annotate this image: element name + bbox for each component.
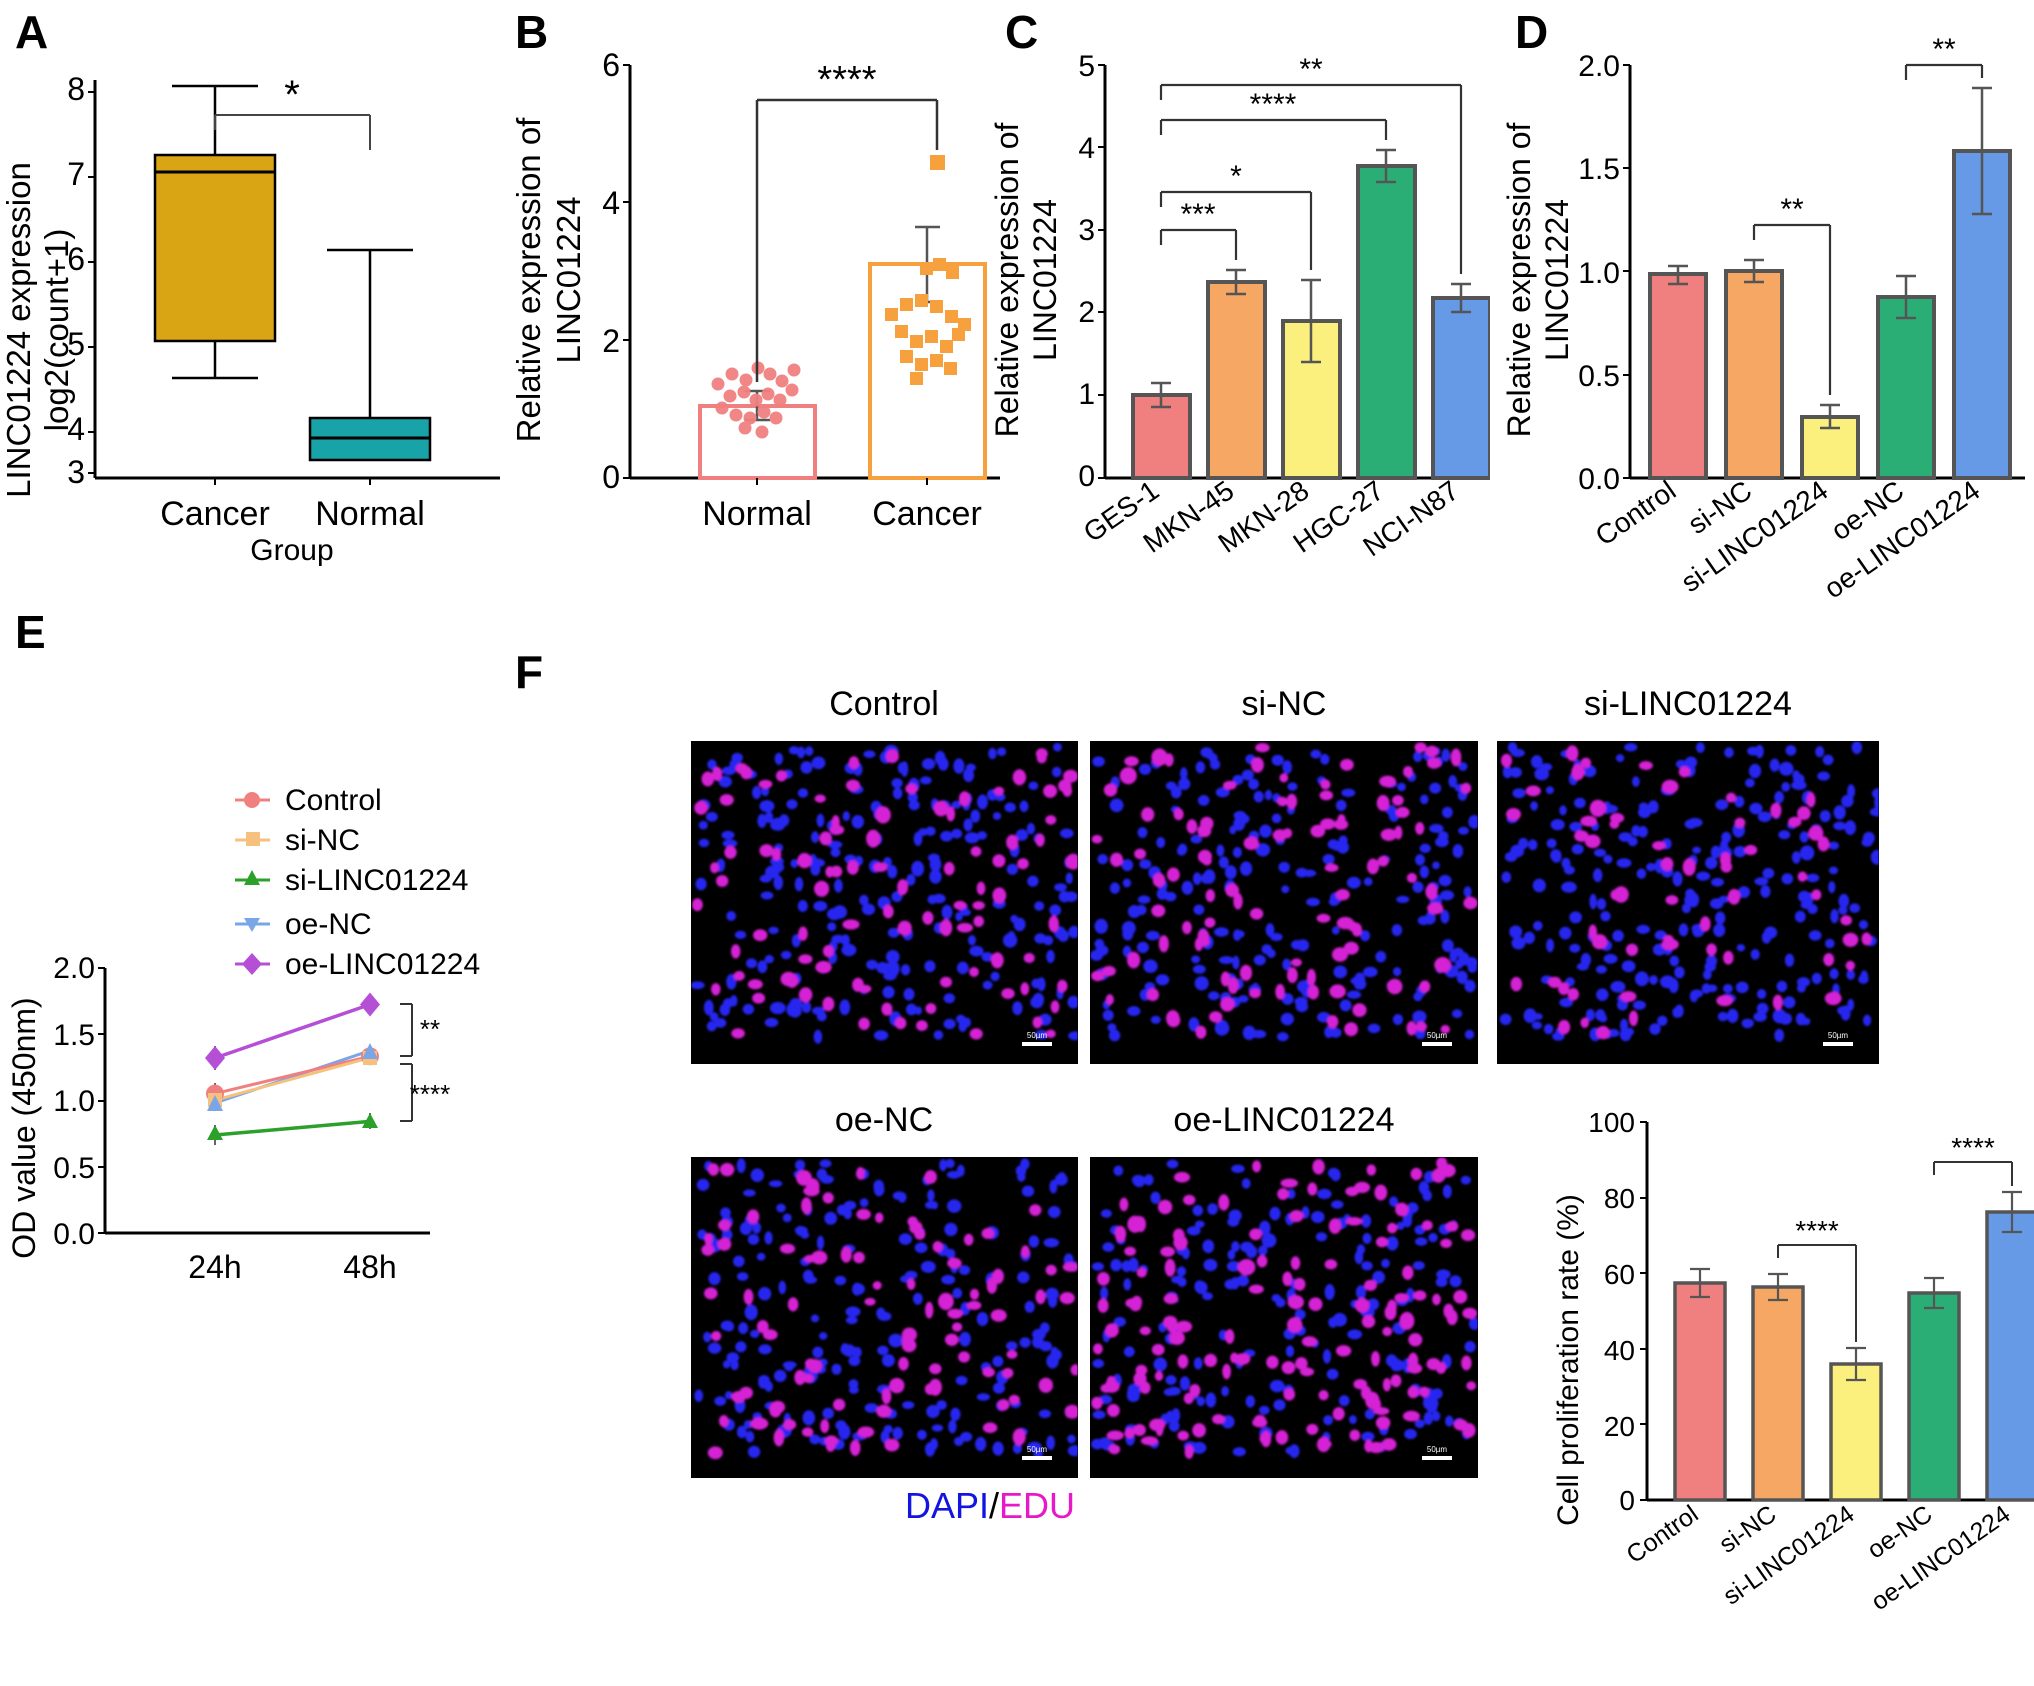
svg-text:1: 1 (1078, 378, 1095, 411)
svg-text:24h: 24h (188, 1249, 241, 1285)
svg-text:40: 40 (1604, 1335, 1635, 1366)
svg-text:*: * (284, 73, 300, 117)
svg-text:60: 60 (1604, 1259, 1635, 1290)
svg-text:Relative expression of: Relative expression of (1501, 122, 1537, 437)
svg-text:0.0: 0.0 (1578, 463, 1620, 496)
svg-text:Control: Control (285, 784, 382, 817)
svg-text:B: B (515, 6, 548, 58)
svg-text:0: 0 (602, 459, 620, 495)
svg-text:20: 20 (1604, 1411, 1635, 1442)
svg-text:Relative expression of: Relative expression of (510, 117, 547, 442)
svg-text:A: A (15, 6, 48, 58)
svg-text:****: **** (817, 59, 876, 101)
svg-text:50µm: 50µm (1427, 1031, 1448, 1040)
svg-text:si-LINC01224: si-LINC01224 (1718, 1500, 1859, 1611)
svg-text:oe-LINC01224: oe-LINC01224 (285, 948, 480, 981)
svg-text:****: **** (1951, 1132, 1995, 1163)
svg-text:2: 2 (602, 323, 620, 359)
svg-text:si-NC: si-NC (1242, 685, 1327, 723)
svg-text:4: 4 (1078, 132, 1095, 165)
svg-text:2: 2 (1078, 296, 1095, 329)
svg-text:Group: Group (250, 534, 333, 567)
svg-text:100: 100 (1588, 1107, 1635, 1138)
svg-text:Normal: Normal (702, 495, 812, 533)
svg-text:0: 0 (1619, 1485, 1635, 1516)
svg-text:50µm: 50µm (1427, 1445, 1448, 1454)
svg-text:Relative expression of: Relative expression of (990, 122, 1025, 437)
svg-text:50µm: 50µm (1027, 1031, 1048, 1040)
svg-text:0.0: 0.0 (53, 1218, 95, 1251)
svg-text:50µm: 50µm (1027, 1445, 1048, 1454)
svg-text:DAPI/EDU: DAPI/EDU (905, 1485, 1075, 1526)
svg-text:si-NC: si-NC (285, 824, 360, 857)
svg-text:80: 80 (1604, 1183, 1635, 1214)
svg-text:3: 3 (1078, 214, 1095, 247)
svg-text:***: *** (1180, 198, 1215, 231)
svg-text:1.5: 1.5 (1578, 153, 1620, 186)
svg-text:2.0: 2.0 (1578, 50, 1620, 83)
svg-text:Control: Control (829, 685, 939, 723)
svg-text:*: * (1230, 160, 1242, 193)
svg-text:log2(count+1): log2(count+1) (38, 229, 75, 432)
svg-text:48h: 48h (343, 1249, 396, 1285)
svg-text:LINC01224: LINC01224 (550, 197, 587, 364)
svg-text:4: 4 (602, 185, 620, 221)
svg-text:**: ** (1299, 53, 1323, 86)
svg-text:Cancer: Cancer (160, 495, 270, 533)
svg-text:****: **** (1795, 1215, 1839, 1246)
svg-text:LINC01224 expression: LINC01224 expression (0, 162, 37, 498)
svg-text:E: E (15, 606, 46, 658)
svg-text:Cancer: Cancer (872, 495, 982, 533)
svg-text:**: ** (1780, 193, 1804, 226)
svg-text:1.0: 1.0 (1578, 257, 1620, 290)
svg-text:**: ** (1932, 33, 1956, 66)
svg-text:****: **** (1250, 88, 1297, 121)
svg-text:oe-NC: oe-NC (835, 1101, 933, 1139)
svg-text:LINC01224: LINC01224 (1027, 199, 1063, 361)
svg-text:Cell proliferation rate (%): Cell proliferation rate (%) (1552, 1194, 1585, 1526)
svg-text:oe-NC: oe-NC (285, 908, 372, 941)
svg-text:F: F (515, 646, 543, 698)
svg-text:**: ** (420, 1014, 440, 1044)
svg-text:0.5: 0.5 (1578, 360, 1620, 393)
svg-text:LINC01224: LINC01224 (1539, 199, 1575, 361)
svg-text:2.0: 2.0 (53, 952, 95, 985)
svg-text:OD value (450nm): OD value (450nm) (6, 997, 42, 1258)
svg-text:0.5: 0.5 (53, 1152, 95, 1185)
svg-text:oe-LINC01224: oe-LINC01224 (1173, 1101, 1394, 1139)
svg-text:oe-LINC01224: oe-LINC01224 (1866, 1500, 2015, 1616)
svg-text:si-LINC01224: si-LINC01224 (1584, 685, 1792, 723)
svg-text:5: 5 (1078, 50, 1095, 83)
svg-text:D: D (1515, 6, 1548, 58)
svg-text:1.5: 1.5 (53, 1019, 95, 1052)
svg-text:si-LINC01224: si-LINC01224 (285, 864, 468, 897)
svg-text:8: 8 (67, 71, 85, 107)
svg-text:7: 7 (67, 156, 85, 192)
svg-text:C: C (1005, 6, 1038, 58)
svg-text:3: 3 (67, 454, 85, 490)
svg-text:50µm: 50µm (1828, 1031, 1849, 1040)
svg-text:6: 6 (602, 47, 620, 83)
svg-text:****: **** (410, 1079, 450, 1109)
svg-text:Normal: Normal (315, 495, 425, 533)
svg-text:0: 0 (1078, 460, 1095, 493)
svg-text:1.0: 1.0 (53, 1085, 95, 1118)
